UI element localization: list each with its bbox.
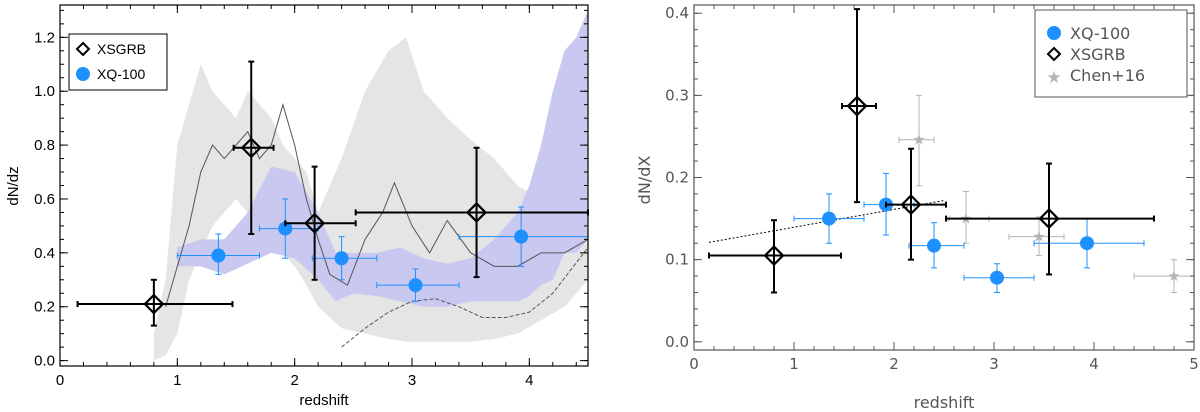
x-tick-label: 2 (290, 372, 298, 389)
left-y-axis-title: dN/dz (5, 166, 22, 205)
x-tick-label: 2 (889, 355, 899, 373)
data-point (465, 201, 488, 223)
y-tick-label: 0.8 (34, 137, 55, 154)
data-point: ★ (1167, 267, 1180, 285)
band-0 (153, 37, 588, 361)
y-tick-label: 0.4 (34, 245, 55, 262)
left-legend-xsgrb: XSGRB (97, 41, 146, 57)
data-point (143, 293, 165, 315)
data-point (334, 251, 349, 266)
y-tick-label: 0.2 (665, 169, 689, 187)
data-point (211, 248, 226, 263)
y-tick-label: 0.0 (34, 353, 55, 370)
series-chen-16: ★★★★ (898, 94, 1195, 293)
model-curve-1 (341, 247, 589, 348)
data-point (822, 211, 836, 226)
data-point (990, 270, 1004, 285)
series-xq-100 (176, 198, 589, 302)
legend-diamond-icon (1046, 46, 1062, 62)
data-point (927, 238, 941, 253)
right-legend-chen16: Chen+16 (1070, 66, 1145, 85)
y-tick-label: 0.3 (665, 86, 689, 104)
x-tick-label: 3 (989, 355, 999, 373)
left-x-axis-title: redshift (299, 392, 349, 409)
data-point (1080, 236, 1094, 251)
legend-star-icon: ★ (1046, 68, 1061, 88)
x-tick-label: 4 (525, 372, 533, 389)
left-panel: 0 1 2 3 4 0.0 0.2 0.4 0.6 0.8 1.0 1.2 redshift dN/d… (5, 4, 589, 409)
legend-circle-icon (76, 67, 90, 81)
y-tick-label: 0.1 (665, 251, 689, 269)
right-legend: XQ-100 XSGRB ★ Chen+16 (1034, 9, 1188, 98)
data-point (278, 221, 293, 236)
x-tick-label: 3 (408, 372, 416, 389)
model-curve-0 (165, 102, 589, 307)
left-model-curves (165, 102, 589, 348)
x-tick-label: 0 (689, 355, 699, 373)
legend-diamond-icon (75, 41, 91, 57)
x-tick-label: 1 (789, 355, 799, 373)
left-legend-xq100: XQ-100 (97, 66, 145, 82)
right-legend-xq100: XQ-100 (1070, 24, 1130, 43)
right-legend-xsgrb: XSGRB (1070, 45, 1126, 64)
y-tick-label: 1.0 (34, 83, 55, 100)
y-tick-label: 0.0 (665, 333, 689, 351)
left-confidence-bands (153, 10, 589, 361)
right-panel: ★ ★ ★ ★ 0 1 2 3 4 5 0.0 0.1 0.2 0.3 0.4 redshift dN/d… (635, 4, 1199, 412)
legend-circle-icon (1047, 26, 1061, 40)
y-tick-label: 0.4 (665, 4, 689, 22)
data-point (240, 137, 262, 159)
left-data-series (76, 60, 589, 327)
data-point (763, 244, 785, 267)
y-tick-label: 1.2 (34, 29, 55, 46)
data-point (846, 95, 868, 117)
y-tick-label: 0.6 (34, 191, 55, 208)
right-axes: 0 1 2 3 4 5 0.0 0.1 0.2 0.3 0.4 (665, 4, 1199, 373)
series-xsgrb (708, 8, 1155, 294)
data-point (304, 212, 326, 234)
right-data-series: ★ ★ ★ ★ (708, 8, 1195, 294)
right-y-axis-title: dN/dX (635, 156, 654, 205)
left-axes: 0 1 2 3 4 0.0 0.2 0.4 0.6 0.8 1.0 1.2 (34, 5, 588, 389)
series-xsgrb (76, 60, 589, 327)
x-tick-label: 1 (173, 372, 181, 389)
data-point (408, 278, 423, 293)
data-point (1038, 208, 1060, 230)
y-tick-label: 0.2 (34, 299, 55, 316)
x-tick-label: 5 (1189, 355, 1199, 373)
data-point: ★ (912, 131, 925, 149)
x-tick-label: 0 (56, 372, 64, 389)
right-x-axis-title: redshift (914, 393, 975, 412)
data-point (900, 194, 922, 216)
x-tick-label: 4 (1089, 355, 1099, 373)
data-point: ★ (1032, 228, 1045, 246)
left-legend: XSGRB XQ-100 (68, 33, 168, 91)
data-point (514, 229, 529, 244)
left-legend-box (68, 33, 168, 91)
